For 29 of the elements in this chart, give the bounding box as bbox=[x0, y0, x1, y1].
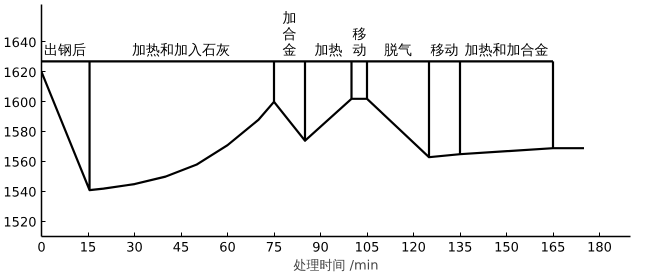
x-tick-label: 75 bbox=[266, 240, 282, 256]
x-tick-label: 150 bbox=[494, 240, 519, 256]
y-tick-label: 1620 bbox=[3, 66, 37, 81]
y-tick-label: 1640 bbox=[3, 36, 37, 51]
x-tick-label: 165 bbox=[540, 240, 566, 256]
annotation: 出钢后 bbox=[44, 42, 86, 58]
annotation: 脱气 bbox=[384, 42, 412, 58]
x-tick-label: 120 bbox=[401, 240, 426, 256]
x-tick-label: 45 bbox=[172, 240, 190, 256]
x-tick-label: 105 bbox=[354, 240, 380, 256]
x-tick-label: 90 bbox=[312, 240, 329, 256]
y-tick-label: 1520 bbox=[3, 216, 37, 231]
annotation: 加合金 bbox=[282, 10, 296, 58]
y-tick-label: 1580 bbox=[3, 126, 37, 141]
annotation: 移动 bbox=[430, 42, 458, 58]
y-tick-label: 1600 bbox=[3, 96, 37, 111]
annotation: 移动 bbox=[352, 26, 366, 58]
annotation: 加热 bbox=[314, 42, 342, 58]
x-tick-label: 30 bbox=[126, 240, 143, 256]
x-tick-label: 180 bbox=[587, 240, 612, 256]
y-tick-label: 1560 bbox=[3, 156, 37, 171]
x-tick-label: 60 bbox=[219, 240, 236, 256]
x-tick-label: 135 bbox=[448, 240, 472, 256]
y-tick-label: 1540 bbox=[3, 186, 37, 201]
annotation: 加热和加合金 bbox=[464, 42, 548, 58]
x-tick-label: 15 bbox=[80, 240, 96, 256]
annotation: 加热和加入石灰 bbox=[132, 42, 230, 58]
x-axis-title: 处理时间 /min bbox=[293, 258, 379, 274]
x-tick-label: 0 bbox=[37, 240, 46, 256]
